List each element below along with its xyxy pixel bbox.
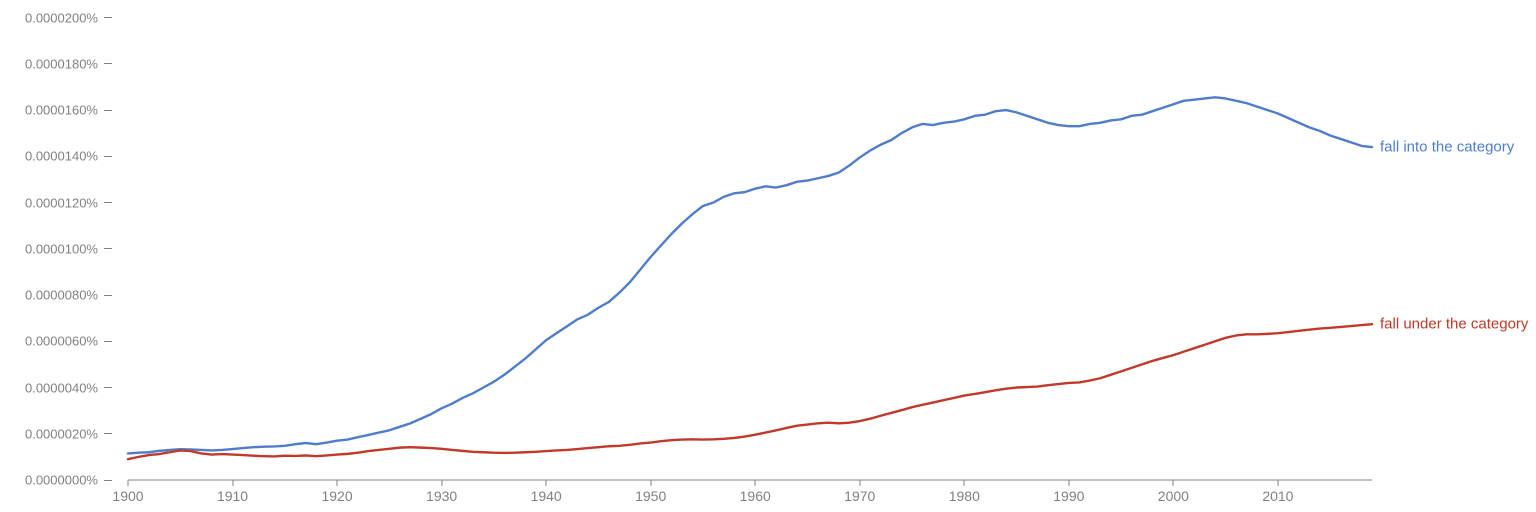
- series-label[interactable]: fall into the category: [1380, 139, 1514, 156]
- x-tick-mark: [650, 480, 651, 486]
- x-tick-mark: [1068, 480, 1069, 486]
- x-tick-label: 1980: [949, 488, 980, 504]
- x-tick-label: 1920: [321, 488, 352, 504]
- x-tick-label: 1990: [1053, 488, 1084, 504]
- x-tick-label: 1900: [112, 488, 143, 504]
- x-tick-mark: [546, 480, 547, 486]
- series-label[interactable]: fall under the category: [1380, 316, 1528, 333]
- x-tick-label: 2010: [1262, 488, 1293, 504]
- x-tick-label: 1950: [635, 488, 666, 504]
- x-tick-mark: [859, 480, 860, 486]
- plot-area: [0, 0, 1536, 512]
- x-tick-label: 1930: [426, 488, 457, 504]
- x-tick-mark: [755, 480, 756, 486]
- x-tick-label: 1910: [217, 488, 248, 504]
- x-tick-label: 1940: [531, 488, 562, 504]
- x-tick-mark: [964, 480, 965, 486]
- x-tick-mark: [1173, 480, 1174, 486]
- x-tick-mark: [337, 480, 338, 486]
- series-line[interactable]: [128, 97, 1372, 453]
- x-tick-label: 2000: [1158, 488, 1189, 504]
- x-tick-mark: [232, 480, 233, 486]
- x-tick-mark: [441, 480, 442, 486]
- series-line[interactable]: [128, 324, 1372, 459]
- x-tick-mark: [1277, 480, 1278, 486]
- x-tick-label: 1960: [740, 488, 771, 504]
- x-tick-mark: [128, 480, 129, 486]
- ngram-chart: 0.0000000%0.0000020%0.0000040%0.0000060%…: [0, 0, 1536, 512]
- x-tick-label: 1970: [844, 488, 875, 504]
